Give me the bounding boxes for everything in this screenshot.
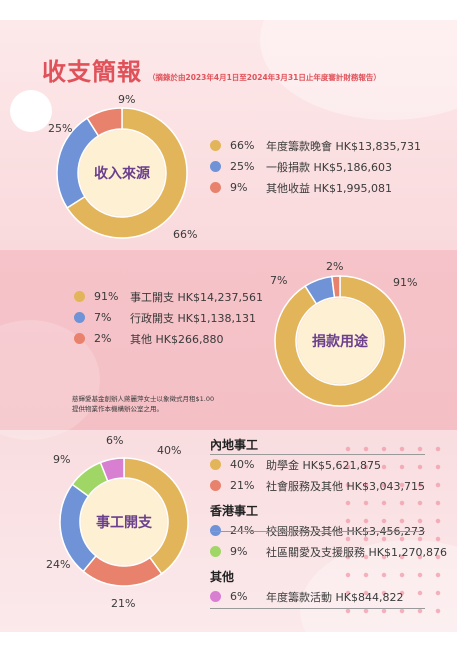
note-line: 提供物業作本機構辦公室之用。 [72, 405, 163, 413]
ministry-pct-label-4: 6% [106, 434, 124, 447]
income-center-disc [79, 130, 165, 216]
legend-label: 社區關愛及支援服務 HK$1,270,876 [266, 545, 447, 559]
legend-swatch [210, 182, 221, 193]
donation-pct-label-1: 7% [270, 274, 288, 287]
donation-slice-0 [274, 275, 406, 407]
legend-label: 助學金 HK$5,621,875 [266, 458, 381, 472]
page-subtitle: （摘錄於由2023年4月1日至2024年3月31日止年度審計財務報告） [148, 73, 381, 82]
legend-label: 事工開支 HK$14,237,561 [130, 290, 263, 304]
legend-swatch [74, 312, 85, 323]
group-underline [210, 531, 425, 532]
legend-label: 其他 HK$266,880 [130, 332, 224, 346]
legend-item: 6% 年度籌款活動 HK$844,822 [210, 586, 447, 607]
legend-item: 66% 年度籌款晚會 HK$13,835,731 [210, 135, 421, 156]
income-slice-0 [66, 107, 188, 239]
legend-item: 9% 其他收益 HK$1,995,081 [210, 177, 421, 198]
income-slice-2 [86, 107, 123, 137]
income-pct-label-2: 9% [118, 93, 136, 106]
legend-label: 其他收益 HK$1,995,081 [266, 181, 392, 195]
income-center-label: 收入來源 [94, 166, 150, 182]
ministry-pct-label-1: 21% [111, 597, 136, 610]
ministry-pct-label-0: 40% [157, 444, 182, 457]
legend-percent: 40% [230, 458, 255, 471]
donation-donut-chart [274, 275, 406, 407]
legend-percent: 9% [230, 545, 248, 558]
ministry-pct-label-2: 24% [46, 558, 71, 571]
legend-swatch [210, 161, 221, 172]
legend-swatch [74, 291, 85, 302]
legend-percent: 66% [230, 139, 255, 152]
ministry-center-label: 事工開支 [96, 515, 152, 531]
group-underline [210, 608, 425, 609]
legend-percent: 24% [230, 524, 255, 537]
donation-pct-label-2: 2% [326, 260, 344, 273]
legend-item: 40% 助學金 HK$5,621,875 [210, 454, 447, 475]
report-page: 收支簡報 （摘錄於由2023年4月1日至2024年3月31日止年度審計財務報告）… [0, 20, 457, 632]
legend-label: 年度籌款活動 HK$844,822 [266, 590, 404, 604]
donation-pct-label-0: 91% [393, 276, 418, 289]
income-donut-chart [56, 107, 188, 239]
legend-item: 91% 事工開支 HK$14,237,561 [74, 286, 263, 307]
group-title-mainland: 內地事工 [210, 438, 259, 452]
income-pct-label-1: 25% [48, 122, 73, 135]
decor-circle-white [10, 90, 52, 132]
legend-label: 社會服務及其他 HK$3,043,715 [266, 479, 425, 493]
legend-percent: 21% [230, 479, 255, 492]
ministry-legend: 內地事工 40% 助學金 HK$5,621,875 21% 社會服務及其他 HK… [210, 436, 447, 607]
legend-percent: 9% [230, 181, 248, 194]
ministry-pct-label-3: 9% [53, 453, 71, 466]
legend-percent: 25% [230, 160, 255, 173]
legend-item: 2% 其他 HK$266,880 [74, 328, 263, 349]
legend-label: 年度籌款晚會 HK$13,835,731 [266, 139, 421, 153]
group-title-hongkong: 香港事工 [210, 504, 259, 518]
legend-swatch [210, 140, 221, 151]
page-title: 收支簡報 [42, 58, 142, 86]
donation-legend: 91% 事工開支 HK$14,237,561 7% 行政開支 HK$1,138,… [74, 286, 263, 349]
legend-swatch [210, 546, 221, 557]
decor-dots [339, 440, 449, 620]
ministry-slice-4 [99, 457, 125, 483]
legend-percent: 6% [230, 590, 248, 603]
legend-label: 一般捐款 HK$5,186,603 [266, 160, 392, 174]
legend-percent: 2% [94, 332, 112, 345]
donation-center-label: 捐款用途 [312, 334, 368, 350]
legend-swatch [210, 459, 221, 470]
legend-label: 行政開支 HK$1,138,131 [130, 311, 256, 325]
legend-item: 21% 社會服務及其他 HK$3,043,715 [210, 475, 447, 496]
legend-swatch [210, 525, 221, 536]
header: 收支簡報 （摘錄於由2023年4月1日至2024年3月31日止年度審計財務報告） [42, 52, 381, 87]
legend-item: 7% 行政開支 HK$1,138,131 [74, 307, 263, 328]
office-note: 慈輝愛基金創辦人蔣麗萍女士以象徵式月租$1.00 提供物業作本機構辦公室之用。 [72, 394, 262, 414]
donation-center-disc [297, 298, 383, 384]
income-pct-label-0: 66% [173, 228, 198, 241]
legend-item: 9% 社區關愛及支援服務 HK$1,270,876 [210, 541, 447, 562]
group-title-other: 其他 [210, 570, 235, 584]
income-legend: 66% 年度籌款晚會 HK$13,835,731 25% 一般捐款 HK$5,1… [210, 135, 421, 198]
ministry-donut-chart [59, 457, 189, 587]
ministry-center-disc [81, 479, 167, 565]
legend-item: 25% 一般捐款 HK$5,186,603 [210, 156, 421, 177]
donation-slice-2 [331, 275, 341, 299]
legend-swatch [210, 480, 221, 491]
note-line: 慈輝愛基金創辦人蔣麗萍女士以象徵式月租$1.00 [72, 395, 215, 403]
legend-swatch [210, 591, 221, 602]
group-underline [210, 454, 425, 455]
legend-percent: 91% [94, 290, 119, 303]
legend-swatch [74, 333, 85, 344]
legend-percent: 7% [94, 311, 112, 324]
